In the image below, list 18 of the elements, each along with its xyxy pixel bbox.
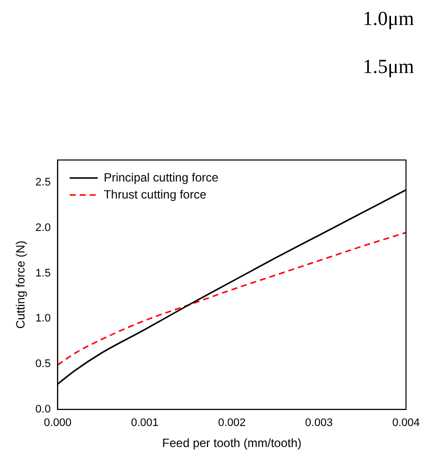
x-tick-label: 0.002 bbox=[218, 417, 246, 430]
x-axis-title: Feed per tooth (mm/tooth) bbox=[162, 436, 302, 450]
y-tick-label: 0.5 bbox=[35, 358, 51, 370]
line-series bbox=[58, 232, 406, 366]
y-tick-label: 1.0 bbox=[35, 312, 51, 325]
y-tick-label: 1.5 bbox=[35, 267, 51, 280]
x-tick-label: 0.003 bbox=[305, 417, 333, 430]
y-tick-label: 2.0 bbox=[35, 222, 51, 234]
x-tick-label: 0.000 bbox=[44, 417, 72, 430]
text: 1.5μm bbox=[362, 56, 414, 79]
y-tick-label: 0.0 bbox=[35, 403, 51, 416]
legend-label: Thrust cutting force bbox=[104, 187, 207, 202]
y-axis-title: Cutting force (N) bbox=[14, 240, 28, 329]
x-tick-label: 0.001 bbox=[131, 417, 159, 430]
text: 1.0μm bbox=[362, 8, 414, 31]
x-tick-label: 0.004 bbox=[392, 417, 420, 430]
legend-label: Principal cutting force bbox=[104, 170, 219, 184]
y-tick-label: 2.5 bbox=[35, 176, 51, 189]
